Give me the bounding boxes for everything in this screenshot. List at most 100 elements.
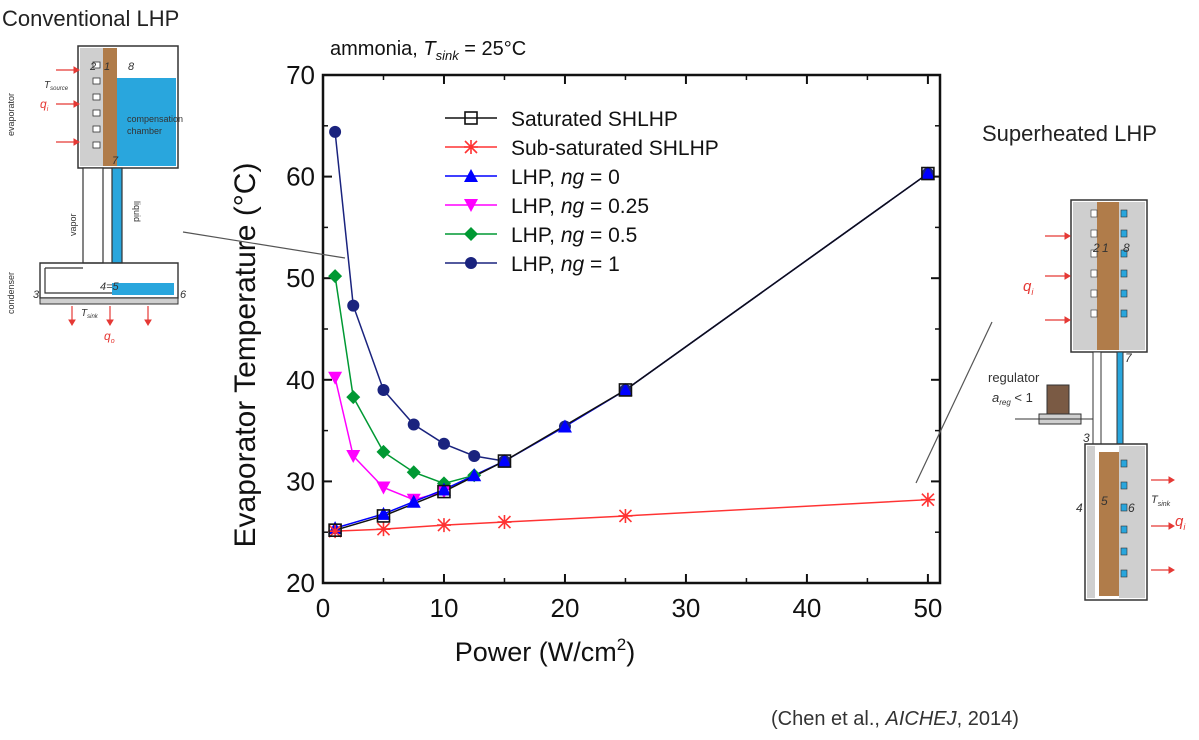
legend-label: LHP, ng = 0: [511, 166, 620, 189]
node-3: 3: [1083, 431, 1090, 445]
data-point: [618, 383, 633, 397]
data-point: [497, 454, 512, 468]
data-point: [437, 484, 451, 499]
legend-label: LHP, ng = 1: [511, 253, 620, 276]
data-point: [406, 465, 421, 480]
node-1: 1: [104, 61, 110, 73]
legend-marker: [465, 257, 477, 269]
node-8: 8: [128, 61, 135, 73]
data-point: [376, 444, 391, 459]
data-point: [436, 482, 451, 496]
node-7: 7: [112, 155, 119, 167]
y-tick-label: 70: [286, 65, 315, 90]
x-tick-label: 40: [792, 593, 821, 623]
chart-title-prefix: ammonia,: [330, 38, 424, 60]
node-2: 2: [1092, 241, 1100, 255]
conventional-lhp-heading: Conventional LHP: [2, 6, 180, 31]
x-tick-label: 0: [316, 593, 330, 623]
node-5: 5: [1101, 494, 1108, 508]
x-axis-label: Power (W/cm2): [455, 635, 635, 667]
condenser-casing: [1084, 443, 1148, 601]
data-point: [346, 390, 361, 405]
series-markers-2: [328, 166, 935, 535]
label-t-sink: Tsink: [81, 308, 99, 320]
node-8: 8: [1123, 241, 1130, 255]
data-point: [328, 371, 343, 385]
evaporator-wick: [1097, 202, 1119, 350]
data-point: [328, 524, 343, 539]
x-tick-label: 50: [913, 593, 942, 623]
node-3: 3: [33, 289, 40, 301]
legend-marker: [464, 111, 478, 125]
label-chamber: chamber: [127, 126, 162, 136]
citation-journal: AICHEJ: [885, 708, 957, 730]
heat-sink-plate: [39, 297, 179, 305]
evaporator-casing: [77, 45, 179, 169]
data-point: [376, 509, 391, 523]
citation-prefix: (Chen et al.,: [771, 708, 886, 730]
data-point: [467, 468, 482, 482]
data-point: [468, 450, 481, 462]
condenser-grooves: [1120, 459, 1128, 578]
series-markers-0: [328, 166, 935, 537]
evaporator-casing: [1070, 199, 1148, 353]
label-t-sink: Tsink: [1151, 494, 1171, 508]
label-a-reg: areg < 1: [992, 390, 1033, 407]
label-evaporator: evaporator: [6, 93, 16, 136]
y-tick-label: 20: [286, 568, 315, 598]
data-point: [328, 523, 342, 537]
vapor-line: [82, 167, 104, 264]
chart-title-suffix: = 25°C: [458, 38, 527, 60]
citation-suffix: , 2014): [956, 708, 1019, 730]
heat-output-arrows: [68, 306, 152, 326]
y-axis-label: Evaporator Temperature (°C): [229, 163, 262, 548]
legend-label: Saturated SHLHP: [511, 108, 678, 131]
vapor-grooves: [92, 61, 101, 149]
legend-label: Sub-saturated SHLHP: [511, 137, 719, 160]
data-point: [921, 166, 935, 181]
y-tick-label: 50: [286, 263, 315, 293]
legend-marker: [464, 199, 478, 212]
label-q-out: qi: [1175, 513, 1186, 532]
x-tick-label: 20: [550, 593, 579, 623]
series-markers: [328, 125, 935, 539]
legend-marker: [464, 227, 478, 241]
data-point: [346, 450, 361, 463]
chart-axes: 0 10 20 30 40 50 20 30 40 50 60 70: [286, 65, 942, 623]
condenser-liquid: [112, 283, 174, 295]
data-point: [329, 125, 342, 138]
chart-title: ammonia, Tsink = 25°C: [330, 38, 526, 63]
heat-input-arrows: [56, 66, 80, 146]
data-point: [376, 522, 391, 537]
x-axis-label-main: Power (W/cm: [455, 637, 617, 667]
label-q-in: qi: [1023, 278, 1034, 297]
data-point: [407, 418, 420, 431]
y-tick-label: 60: [286, 162, 315, 192]
heat-input-arrows: [1045, 232, 1071, 324]
x-axis-label-end: ): [626, 637, 635, 667]
data-point: [497, 454, 512, 468]
legend-marker: [464, 169, 478, 182]
label-t-source: Tsource: [44, 80, 69, 92]
liquid-line: [1116, 351, 1124, 445]
label-liquid: liquid: [132, 201, 142, 222]
node-4-5: 4=5: [100, 281, 120, 293]
condenser-wick: [1099, 452, 1119, 596]
wick: [103, 48, 117, 166]
data-point: [920, 492, 935, 507]
label-condenser: condenser: [6, 272, 16, 314]
chart-title-var: T: [423, 38, 436, 60]
leader-line-superheated: [915, 321, 993, 484]
superheated-lhp-heading: Superheated LHP: [982, 121, 1157, 146]
node-2: 2: [89, 61, 96, 73]
data-point: [618, 382, 633, 396]
evaporator-wall: [80, 48, 103, 166]
label-vapor: vapor: [68, 213, 78, 236]
label-regulator: regulator: [988, 370, 1040, 385]
data-point: [618, 508, 633, 523]
node-4: 4: [1076, 501, 1083, 515]
data-point: [347, 299, 360, 312]
legend-label: LHP, ng = 0.25: [511, 195, 649, 218]
